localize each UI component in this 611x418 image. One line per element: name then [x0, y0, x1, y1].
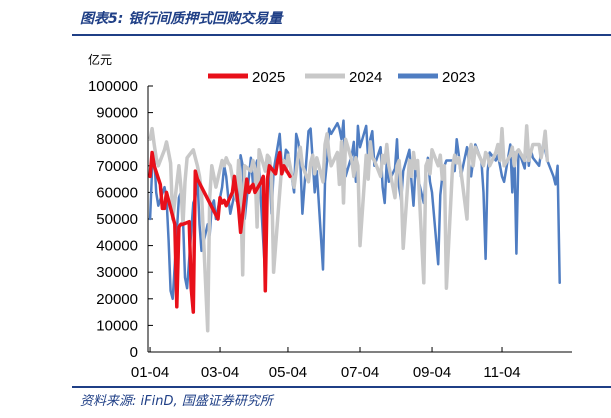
- chart-title: 图表5: 银行间质押式回购交易量: [80, 11, 283, 27]
- y-tick-label: 20000: [96, 291, 138, 308]
- legend-label-2024: 2024: [349, 69, 382, 86]
- source-rule: [72, 386, 611, 388]
- y-tick-label: 70000: [96, 158, 138, 175]
- y-tick-label: 30000: [96, 264, 138, 281]
- x-tick-label: 11-04: [483, 364, 520, 381]
- legend: 2025 2024 2023: [208, 69, 475, 86]
- y-tick-label: 40000: [96, 238, 138, 255]
- y-tick-label: 50000: [96, 211, 138, 228]
- legend-label-2025: 2025: [252, 69, 285, 86]
- y-tick-label: 10000: [96, 317, 138, 334]
- y-tick-label: 90000: [96, 105, 138, 122]
- y-tick-label: 100000: [88, 78, 138, 95]
- y-tick-label: 60000: [96, 184, 138, 201]
- series-line-2024: [148, 124, 550, 333]
- legend-label-2023: 2023: [442, 69, 475, 86]
- x-tick-label: 05-04: [269, 364, 307, 381]
- axes-layer: 亿元 0 10000 20000 30000 40000 50000 60000 70000 80…: [88, 52, 572, 381]
- source-note: 资料来源: iFinD, 国盛证券研究所: [80, 394, 273, 409]
- y-unit-label: 亿元: [88, 52, 112, 67]
- x-tick-label: 03-04: [201, 364, 239, 381]
- x-tick-label: 09-04: [413, 364, 451, 381]
- x-tick-label: 07-04: [341, 364, 379, 381]
- y-tick-label: 80000: [96, 131, 138, 148]
- series-line-2025: [148, 150, 292, 314]
- y-tick-label: 0: [130, 344, 138, 361]
- title-rule: [72, 34, 611, 36]
- x-tick-label: 01-04: [131, 364, 169, 381]
- series-layer: [148, 119, 561, 333]
